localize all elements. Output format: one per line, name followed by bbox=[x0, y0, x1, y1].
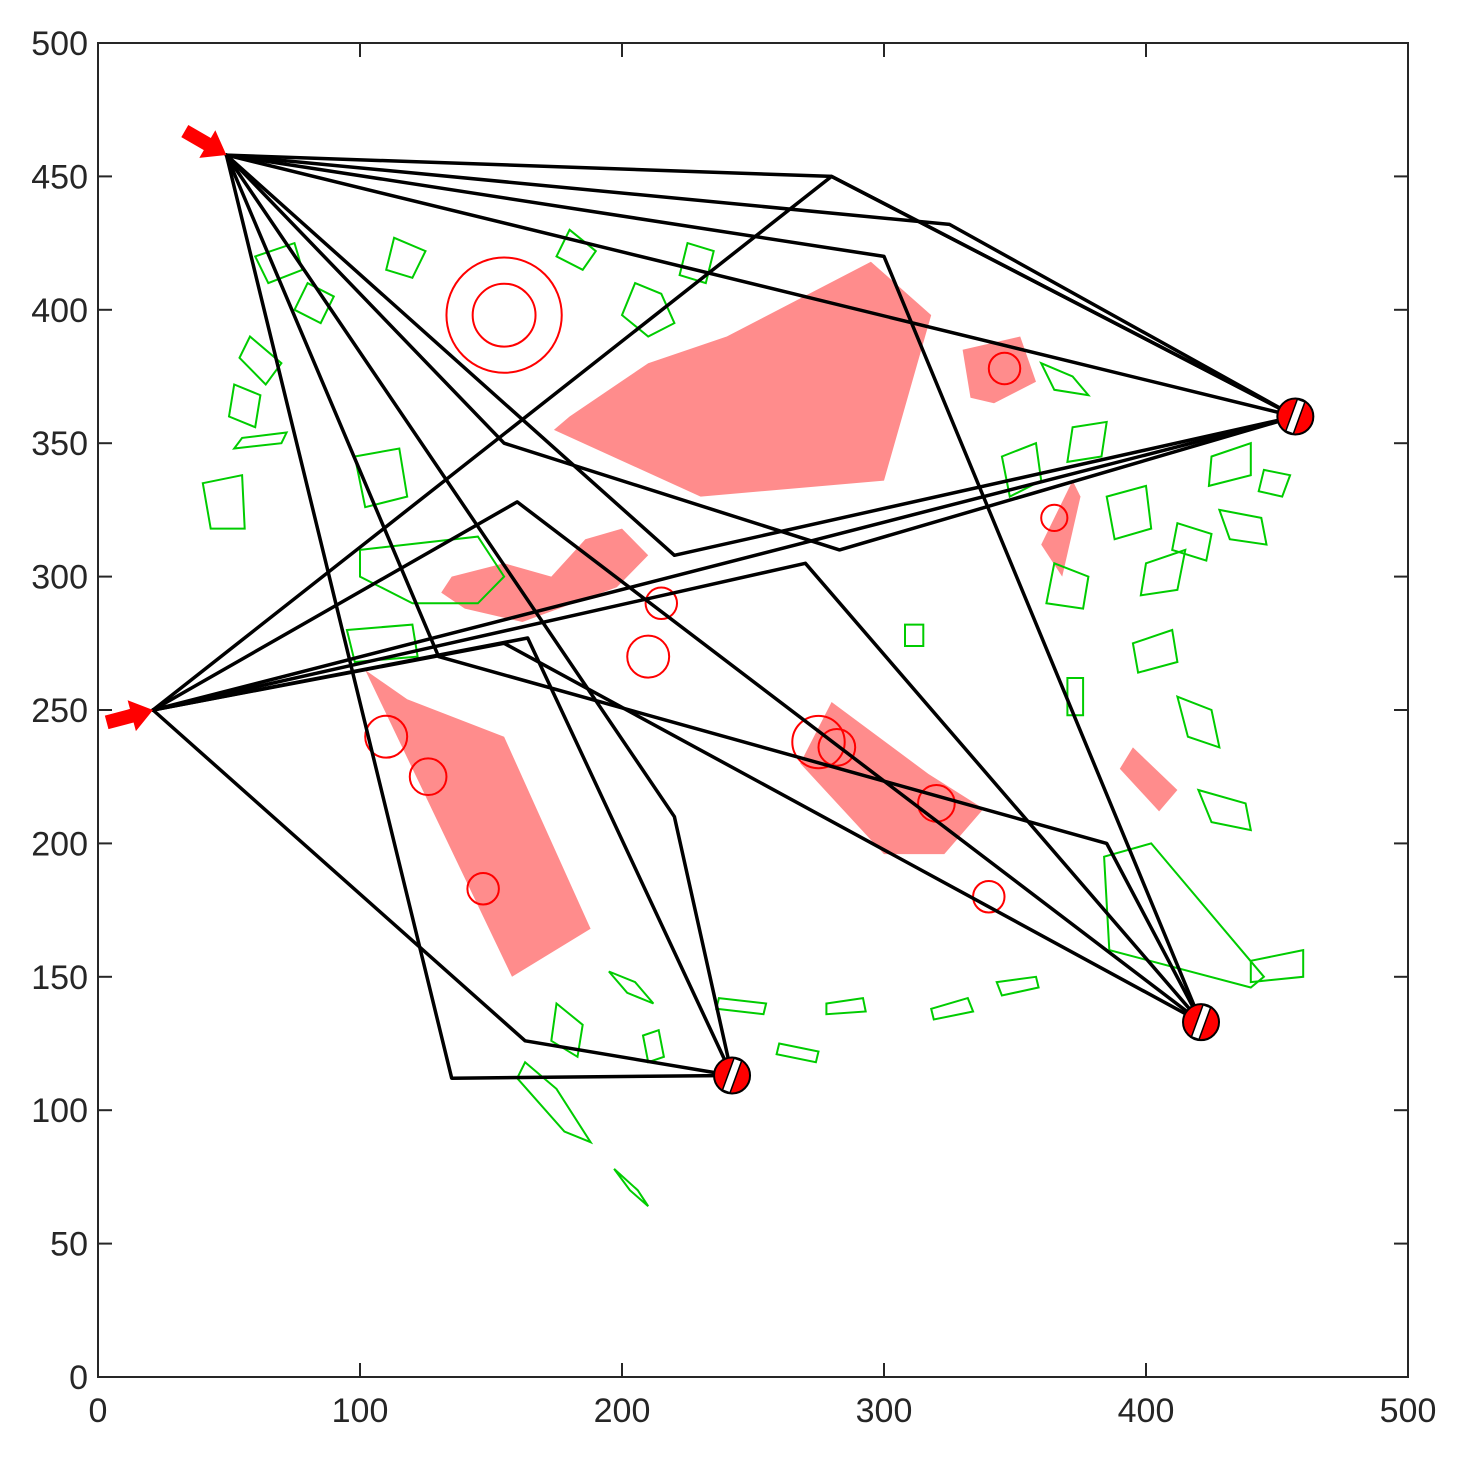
safe-object-34 bbox=[715, 997, 768, 1016]
safe-object-26 bbox=[1196, 788, 1253, 832]
safe-object-36 bbox=[825, 996, 867, 1016]
danger-object-3 bbox=[817, 728, 857, 767]
danger-object-4 bbox=[987, 351, 1022, 386]
x-tick-label-300: 300 bbox=[856, 1392, 913, 1430]
path-line-9 bbox=[224, 153, 1203, 1024]
safe-object-11 bbox=[620, 281, 676, 338]
y-tick-label-500: 500 bbox=[31, 25, 88, 63]
path-line-15 bbox=[151, 708, 734, 1078]
danger-object-7 bbox=[408, 757, 448, 797]
safe-object-38 bbox=[995, 975, 1040, 997]
danger-object-5 bbox=[1040, 503, 1069, 533]
safe-object-8 bbox=[353, 447, 409, 509]
safe-object-15 bbox=[1066, 420, 1108, 464]
path-line-5 bbox=[224, 153, 1298, 558]
path-line-14 bbox=[151, 636, 734, 1078]
y-tick-label-300: 300 bbox=[31, 559, 88, 597]
danger-zone-1 bbox=[365, 670, 591, 977]
y-tick-label-50: 50 bbox=[50, 1226, 88, 1264]
path-line-8 bbox=[224, 153, 1203, 1024]
y-tick-label-450: 450 bbox=[31, 158, 88, 196]
danger-zone-7 bbox=[1119, 747, 1178, 812]
danger-zone-2 bbox=[441, 528, 649, 622]
danger-zones-layer bbox=[365, 261, 1178, 977]
safe-object-1 bbox=[385, 236, 427, 280]
safe-object-23 bbox=[1217, 508, 1268, 546]
start-arrow-icon-1 bbox=[181, 124, 227, 158]
safe-object-25 bbox=[1175, 695, 1221, 749]
safe-object-29 bbox=[550, 1001, 584, 1059]
safe-object-3 bbox=[293, 281, 336, 325]
safe-object-5 bbox=[227, 383, 262, 429]
safe-object-28 bbox=[904, 623, 925, 647]
safe-object-24 bbox=[1171, 521, 1213, 562]
danger-object-9 bbox=[791, 714, 846, 770]
safe-object-32 bbox=[516, 1060, 594, 1145]
y-tick-label-250: 250 bbox=[31, 692, 88, 730]
danger-zone-3 bbox=[553, 261, 932, 497]
markers-layer bbox=[104, 124, 1315, 1095]
safe-object-35 bbox=[775, 1042, 820, 1064]
path-line-10 bbox=[151, 414, 1298, 712]
x-tick-label-200: 200 bbox=[594, 1392, 651, 1430]
danger-object-13 bbox=[644, 586, 679, 621]
y-tick-label-400: 400 bbox=[31, 292, 88, 330]
danger-objects-layer bbox=[364, 256, 1069, 914]
danger-object-12 bbox=[626, 634, 671, 679]
safe-object-7 bbox=[201, 473, 246, 530]
safe-object-40 bbox=[1249, 948, 1305, 984]
x-tick-label-500: 500 bbox=[1380, 1392, 1437, 1430]
safe-object-17 bbox=[1105, 484, 1153, 541]
safe-object-4 bbox=[238, 334, 283, 387]
y-tick-label-0: 0 bbox=[69, 1359, 88, 1397]
safe-object-20 bbox=[1131, 628, 1179, 674]
safe-object-30 bbox=[608, 970, 655, 1005]
safe-object-10 bbox=[345, 623, 419, 664]
safe-object-9 bbox=[359, 535, 506, 605]
safe-object-37 bbox=[930, 996, 975, 1021]
safe-object-31 bbox=[641, 1028, 666, 1064]
safe-object-18 bbox=[1139, 548, 1187, 597]
start-arrow-icon-2 bbox=[104, 700, 154, 732]
x-tick-label-400: 400 bbox=[1118, 1392, 1175, 1430]
safe-object-12 bbox=[678, 241, 715, 285]
path-line-11 bbox=[151, 174, 1298, 712]
danger-object-6 bbox=[364, 714, 409, 759]
path-line-7 bbox=[224, 153, 734, 1078]
y-tick-label-100: 100 bbox=[31, 1092, 88, 1130]
target-marker-3 bbox=[1182, 1003, 1221, 1042]
y-tick-label-150: 150 bbox=[31, 959, 88, 997]
safe-object-14 bbox=[1039, 361, 1091, 397]
path-line-13 bbox=[151, 561, 1203, 1024]
path-line-4 bbox=[224, 153, 1298, 552]
target-marker-2 bbox=[713, 1056, 752, 1095]
path-lines-layer bbox=[151, 153, 1298, 1080]
path-line-12 bbox=[151, 500, 1203, 1024]
danger-object-8 bbox=[466, 872, 500, 906]
danger-object-1 bbox=[445, 256, 563, 374]
target-marker-1 bbox=[1276, 397, 1315, 436]
safe-object-6 bbox=[232, 431, 289, 450]
path-line-2 bbox=[224, 153, 1298, 419]
safe-object-19 bbox=[1045, 561, 1090, 610]
y-tick-label-350: 350 bbox=[31, 425, 88, 463]
path-line-16 bbox=[151, 641, 1203, 1024]
safe-object-21 bbox=[1207, 441, 1252, 488]
path-line-1 bbox=[224, 153, 1298, 419]
ticks-layer: 0 100 200 300 400 500 0 50 100 150 200 250 300 350 400… bbox=[31, 25, 1436, 1430]
safe-object-22 bbox=[1257, 468, 1292, 498]
danger-zone-4 bbox=[800, 702, 984, 855]
x-tick-label-100: 100 bbox=[332, 1392, 389, 1430]
danger-zone-5 bbox=[962, 336, 1036, 404]
safe-object-33 bbox=[613, 1168, 650, 1207]
danger-object-2 bbox=[471, 282, 537, 348]
path-line-6 bbox=[224, 153, 734, 1080]
x-tick-label-0: 0 bbox=[89, 1392, 108, 1430]
y-tick-label-200: 200 bbox=[31, 825, 88, 863]
